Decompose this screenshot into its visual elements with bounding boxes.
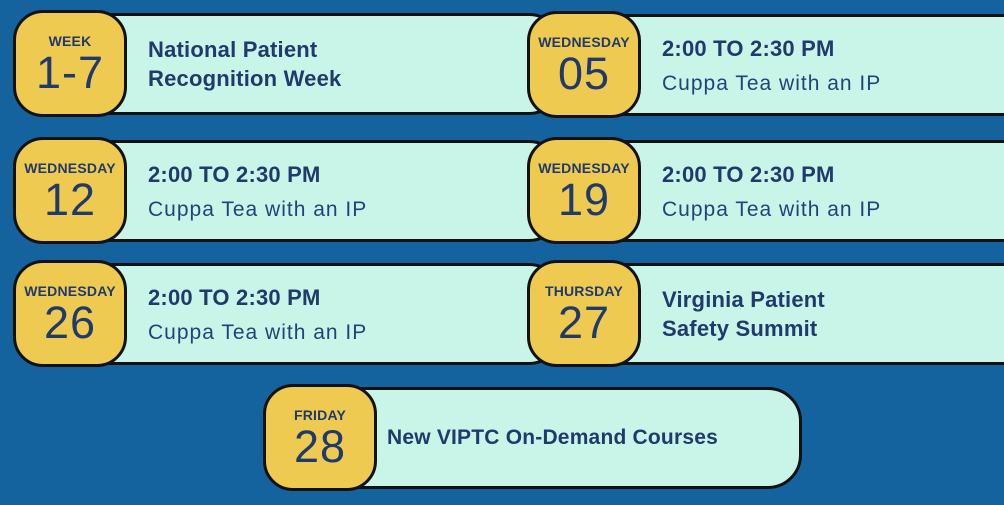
date-badge: WEDNESDAY 05	[527, 11, 641, 118]
event-title: National Patient Recognition Week	[148, 36, 342, 91]
date-badge: WEDNESDAY 26	[13, 260, 127, 367]
event-title: Virginia Patient Safety Summit	[662, 286, 825, 341]
day-label: WEDNESDAY	[538, 159, 630, 176]
event-title: 2:00 TO 2:30 PM	[662, 36, 835, 62]
event-subtitle: Cuppa Tea with an IP	[662, 71, 882, 95]
card-body: National Patient Recognition Week	[68, 13, 563, 115]
event-card-wed-12: 2:00 TO 2:30 PM Cuppa Tea with an IP WED…	[13, 137, 563, 245]
day-label: WEDNESDAY	[538, 33, 630, 50]
event-card-wed-26: 2:00 TO 2:30 PM Cuppa Tea with an IP WED…	[13, 260, 563, 368]
day-label: WEEK	[48, 32, 92, 49]
date-badge: FRIDAY 28	[263, 384, 377, 491]
event-title: 2:00 TO 2:30 PM	[148, 285, 321, 311]
event-subtitle: Cuppa Tea with an IP	[662, 197, 882, 221]
day-label: WEDNESDAY	[24, 282, 116, 299]
event-card-wed-19: 2:00 TO 2:30 PM Cuppa Tea with an IP WED…	[527, 137, 1004, 245]
day-number: 05	[557, 47, 611, 99]
day-label: WEDNESDAY	[24, 159, 116, 176]
day-number: 1-7	[35, 46, 105, 98]
card-body: New VIPTC On-Demand Courses	[318, 387, 802, 489]
event-subtitle: Cuppa Tea with an IP	[148, 320, 368, 344]
event-title: 2:00 TO 2:30 PM	[148, 162, 321, 188]
event-card-fri-28: New VIPTC On-Demand Courses FRIDAY 28	[263, 384, 802, 492]
day-label: THURSDAY	[544, 282, 624, 299]
date-badge: WEEK 1-7	[13, 10, 127, 117]
day-label: FRIDAY	[293, 406, 347, 423]
day-number: 12	[43, 173, 97, 225]
date-badge: THURSDAY 27	[527, 260, 641, 367]
card-body: 2:00 TO 2:30 PM Cuppa Tea with an IP	[68, 140, 563, 242]
event-title: 2:00 TO 2:30 PM	[662, 162, 835, 188]
day-number: 28	[293, 420, 347, 472]
card-body: 2:00 TO 2:30 PM Cuppa Tea with an IP	[582, 140, 1004, 242]
day-number: 19	[557, 173, 611, 225]
day-number: 27	[557, 296, 611, 348]
date-badge: WEDNESDAY 19	[527, 137, 641, 244]
day-number: 26	[43, 296, 97, 348]
date-badge: WEDNESDAY 12	[13, 137, 127, 244]
event-card-thu-27: Virginia Patient Safety Summit THURSDAY …	[527, 260, 1004, 368]
event-card-week-1-7: National Patient Recognition Week WEEK 1…	[13, 10, 563, 118]
event-subtitle: Cuppa Tea with an IP	[148, 197, 368, 221]
card-body: Virginia Patient Safety Summit	[582, 263, 1004, 365]
event-card-wed-05: 2:00 TO 2:30 PM Cuppa Tea with an IP WED…	[527, 11, 1004, 119]
event-title: New VIPTC On-Demand Courses	[387, 426, 718, 450]
card-body: 2:00 TO 2:30 PM Cuppa Tea with an IP	[582, 14, 1004, 116]
card-body: 2:00 TO 2:30 PM Cuppa Tea with an IP	[68, 263, 563, 365]
